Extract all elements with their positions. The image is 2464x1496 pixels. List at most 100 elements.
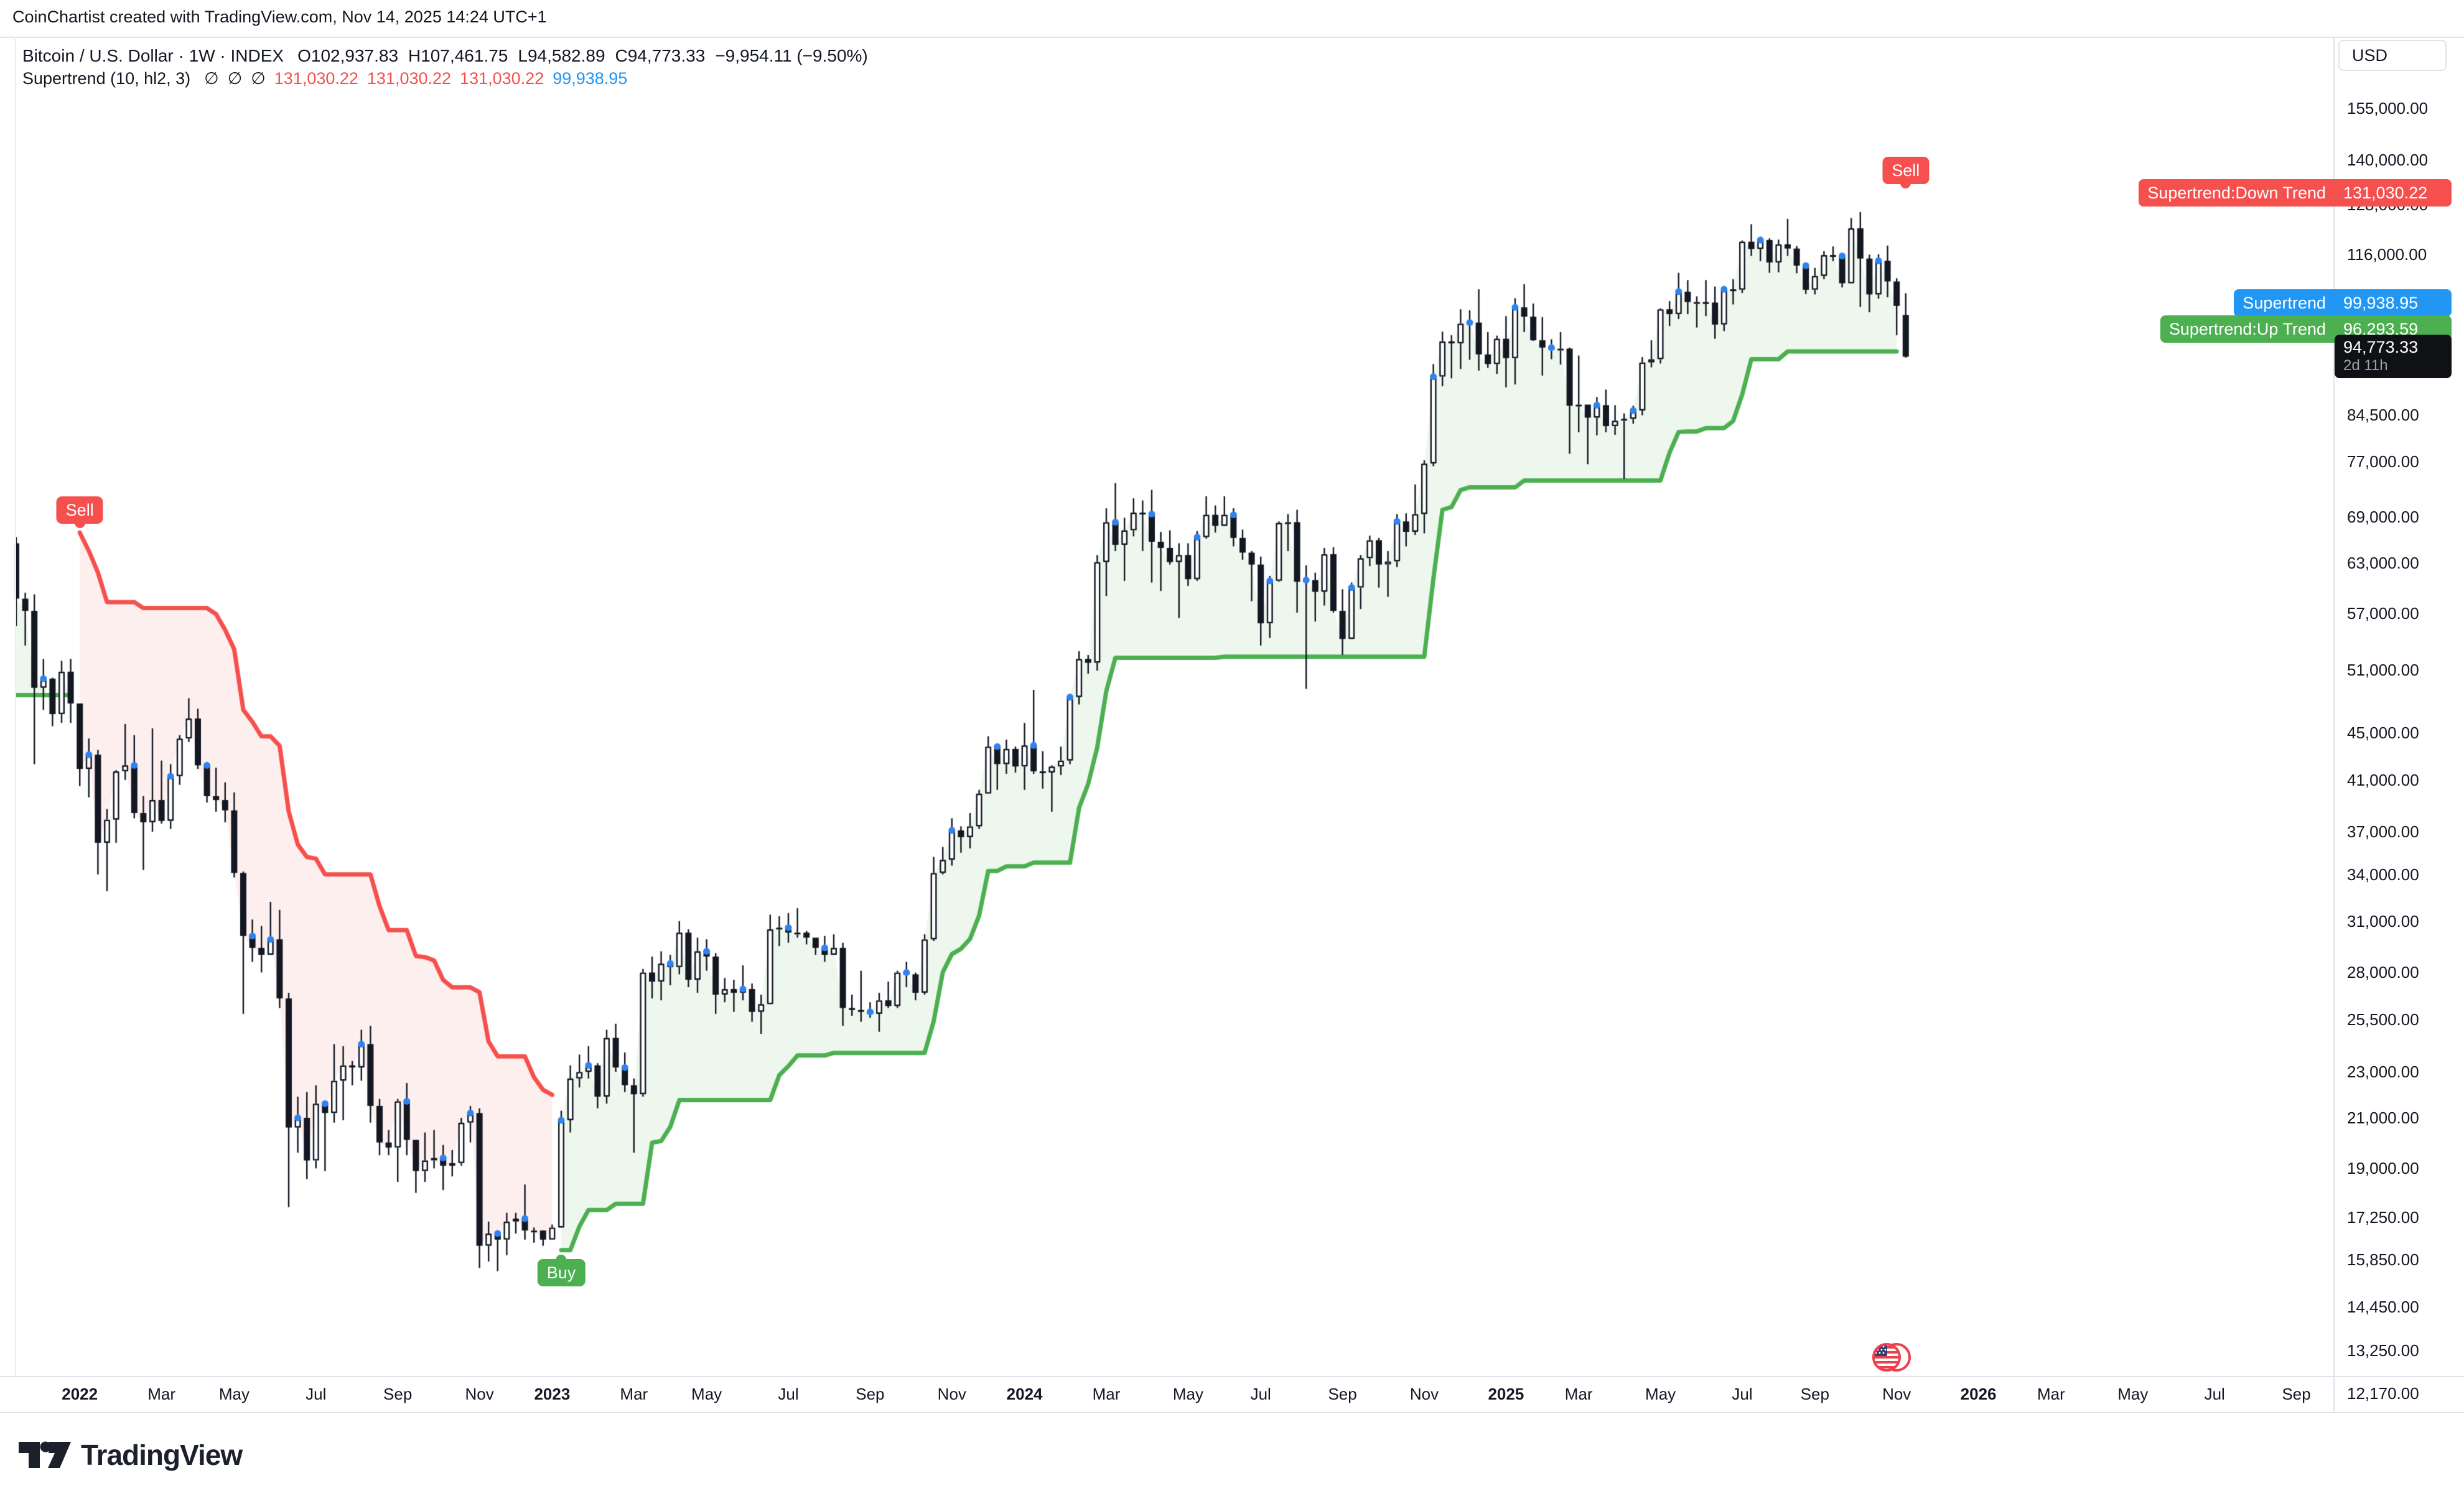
indicator-empty-value: ∅ <box>227 69 243 88</box>
indicator-supertrend-value: 99,938.95 <box>553 69 628 88</box>
indicator-downtrend-value: 131,030.22 <box>460 69 544 88</box>
tradingview-wordmark[interactable]: TradingView <box>81 1439 243 1471</box>
time-axis-separator[interactable] <box>0 1376 2464 1377</box>
time-tick-label: May <box>1645 1385 1676 1403</box>
time-tick-label: Nov <box>1409 1385 1439 1403</box>
price-tick-label: 23,000.00 <box>2347 1062 2419 1082</box>
time-tick-label: May <box>2117 1385 2149 1403</box>
axis-label-name: Supertrend:Up Trend <box>2160 315 2335 343</box>
price-tick-label: 84,500.00 <box>2347 405 2419 424</box>
time-tick-label: 2023 <box>534 1385 571 1403</box>
axis-label-value: 99,938.95 <box>2335 289 2452 317</box>
attribution-text: CoinChartist created with TradingView.co… <box>12 7 547 26</box>
time-tick-label: Sep <box>1800 1385 1829 1403</box>
ohlc-close: C94,773.33 <box>615 46 706 65</box>
price-tick-label: 155,000.00 <box>2347 99 2429 118</box>
time-tick-label: 2022 <box>62 1385 98 1403</box>
time-tick-label: Sep <box>1328 1385 1357 1403</box>
ohlc-open: O102,937.83 <box>297 46 399 65</box>
axis-label-value: 131,030.22 <box>2335 179 2452 207</box>
time-tick-label: May <box>218 1385 250 1403</box>
sell-signal-marker[interactable]: Sell <box>1882 157 1930 189</box>
price-tick-label: 77,000.00 <box>2347 452 2419 472</box>
marker-notch <box>1900 178 1911 189</box>
price-tick-label: 45,000.00 <box>2347 723 2419 743</box>
price-tick-label: 13,250.00 <box>2347 1340 2419 1360</box>
price-axis-separator[interactable] <box>2333 37 2335 1412</box>
time-tick-label: Nov <box>937 1385 966 1403</box>
time-tick-label: Sep <box>2282 1385 2311 1403</box>
price-tick-label: 140,000.00 <box>2347 150 2429 169</box>
time-tick-label: Mar <box>1092 1385 1121 1403</box>
price-tick-label: 57,000.00 <box>2347 604 2419 623</box>
indicator-downtrend-value: 131,030.22 <box>366 69 452 88</box>
sell-signal-marker[interactable]: Sell <box>56 496 103 529</box>
time-axis-bottom-border <box>0 1412 2464 1413</box>
footer: TradingView <box>19 1438 243 1472</box>
buy-signal-marker[interactable]: Buy <box>537 1254 586 1286</box>
time-tick-label: May <box>691 1385 722 1403</box>
price-tick-label: 19,000.00 <box>2347 1159 2419 1178</box>
indicator-downtrend-value: 131,030.22 <box>274 69 358 88</box>
time-tick-label: Sep <box>383 1385 413 1403</box>
price-tick-label: 41,000.00 <box>2347 770 2419 789</box>
ohlc-high: H107,461.75 <box>408 46 508 65</box>
axis-label-supertrend: Supertrend 99,938.95 <box>2234 289 2452 317</box>
time-tick-label: 2025 <box>1488 1385 1524 1403</box>
axis-label-name: Supertrend:Down Trend <box>2139 179 2335 207</box>
axis-label-down-trend: Supertrend:Down Trend 131,030.22 <box>2139 179 2452 207</box>
currency-button[interactable]: USD <box>2338 40 2447 71</box>
marker-notch <box>556 1254 567 1265</box>
time-tick-label: Sep <box>856 1385 885 1403</box>
time-tick-label: 2026 <box>1960 1385 1997 1403</box>
indicator-empty-value: ∅ <box>251 69 266 88</box>
legend: Bitcoin / U.S. Dollar · 1W · INDEX O102,… <box>22 46 878 92</box>
price-tick-label: 34,000.00 <box>2347 865 2419 884</box>
us-market-holiday-icon[interactable] <box>1872 1340 1911 1375</box>
price-tick-label: 51,000.00 <box>2347 660 2419 679</box>
price-tick-label: 63,000.00 <box>2347 554 2419 572</box>
indicator-row: Supertrend (10, hl2, 3) ∅ ∅ ∅ 131,030.22… <box>22 69 878 92</box>
header-divider <box>0 37 2464 38</box>
price-tick-label: 12,170.00 <box>2347 1384 2419 1403</box>
indicator-empty-value: ∅ <box>204 69 219 88</box>
axis-label-last-price: 94,773.33 2d 11h <box>2335 335 2452 379</box>
time-tick-label: Nov <box>465 1385 494 1403</box>
time-tick-label: Nov <box>1882 1385 1911 1403</box>
time-tick-label: Jul <box>306 1385 327 1403</box>
price-tick-label: 31,000.00 <box>2347 911 2419 931</box>
axis-label-up-trend: Supertrend:Up Trend 96,293.59 <box>2160 315 2452 343</box>
ohlc-change: −9,954.11 (−9.50%) <box>715 46 868 65</box>
symbol-title[interactable]: Bitcoin / U.S. Dollar · 1W · INDEX <box>22 46 284 65</box>
marker-notch <box>74 518 85 529</box>
price-tick-label: 15,850.00 <box>2347 1250 2419 1270</box>
time-tick-label: Mar <box>1564 1385 1593 1403</box>
time-tick-label: Mar <box>620 1385 648 1403</box>
price-tick-label: 37,000.00 <box>2347 822 2419 842</box>
time-tick-label: 2024 <box>1006 1385 1043 1403</box>
price-tick-label: 21,000.00 <box>2347 1108 2419 1128</box>
tradingview-logo-icon[interactable] <box>19 1439 71 1470</box>
axis-label-value: 94,773.33 2d 11h <box>2335 335 2452 379</box>
time-tick-label: Jul <box>1732 1385 1753 1403</box>
time-tick-label: Jul <box>778 1385 799 1403</box>
price-tick-label: 14,450.00 <box>2347 1297 2419 1316</box>
price-tick-label: 17,250.00 <box>2347 1207 2419 1227</box>
pane-left-border <box>15 37 16 1376</box>
indicator-title[interactable]: Supertrend (10, hl2, 3) <box>22 69 191 88</box>
price-tick-label: 69,000.00 <box>2347 508 2419 527</box>
time-tick-label: Jul <box>2204 1385 2225 1403</box>
price-tick-label: 116,000.00 <box>2347 245 2427 264</box>
time-tick-label: Jul <box>1250 1385 1271 1403</box>
price-tick-label: 25,500.00 <box>2347 1010 2419 1029</box>
time-tick-label: Mar <box>2037 1385 2065 1403</box>
bar-countdown: 2d 11h <box>2343 357 2388 374</box>
us-flag <box>1872 1343 1901 1372</box>
price-tick-label: 28,000.00 <box>2347 963 2419 982</box>
time-tick-label: Mar <box>147 1385 175 1403</box>
symbol-row: Bitcoin / U.S. Dollar · 1W · INDEX O102,… <box>22 46 878 69</box>
ohlc-low: L94,582.89 <box>518 46 605 65</box>
time-tick-label: May <box>1172 1385 1203 1403</box>
